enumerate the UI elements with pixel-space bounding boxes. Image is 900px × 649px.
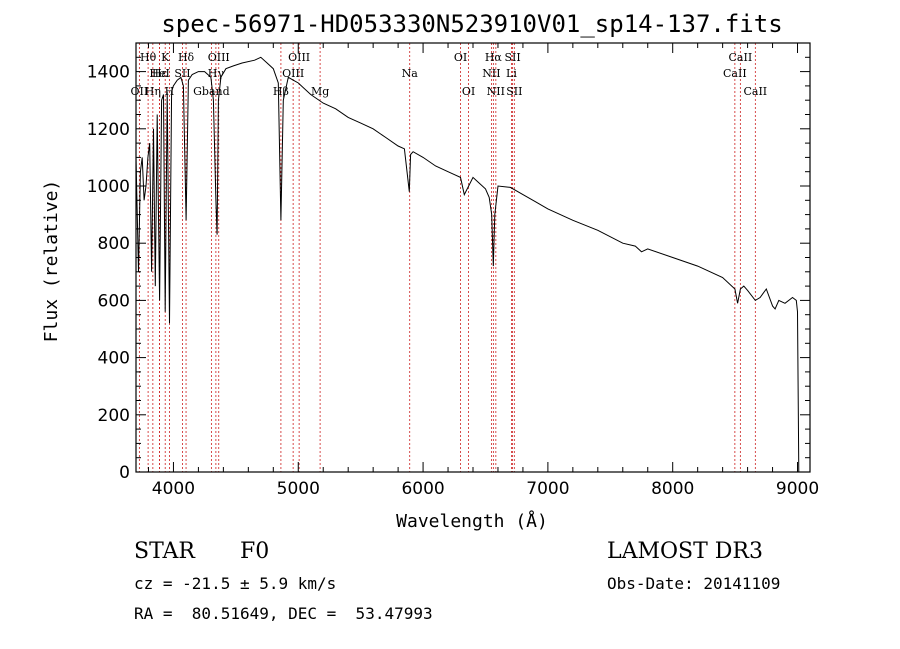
y-tick-label-7: 1400 xyxy=(87,63,130,83)
line-label-10: OIII xyxy=(208,51,230,64)
coordinates: RA = 80.51649, DEC = 53.47993 xyxy=(134,604,433,623)
line-label-16: Na xyxy=(402,67,419,80)
line-label-21: NII xyxy=(482,67,500,80)
x-tick-label-4: 8000 xyxy=(651,479,694,499)
y-axis: 0 200 400 600 800 1000 1200 1400 xyxy=(87,56,810,483)
line-label-27: CaII xyxy=(743,85,767,98)
line-label-8: SII xyxy=(174,67,190,80)
survey-name: LAMOST DR3 xyxy=(607,539,763,564)
line-label-25: CaII xyxy=(729,51,753,64)
line-label-17: OI xyxy=(454,51,467,64)
y-tick-label-0: 0 xyxy=(119,463,130,483)
line-label-4: HeI xyxy=(149,67,169,80)
y-tick-label-6: 1200 xyxy=(87,120,130,140)
y-axis-label: Flux (relative) xyxy=(41,180,62,343)
object-class: STAR xyxy=(134,539,195,564)
line-label-23: NII xyxy=(487,85,505,98)
line-label-15: Mg xyxy=(311,85,329,98)
y-tick-label-2: 400 xyxy=(98,349,130,369)
y-tick-label-5: 1000 xyxy=(87,177,130,197)
x-tick-label-1: 5000 xyxy=(277,479,320,499)
line-label-22: Li xyxy=(506,67,517,80)
x-tick-label-0: 4000 xyxy=(152,479,195,499)
spectral-line-markers xyxy=(138,43,756,472)
x-tick-label-3: 7000 xyxy=(526,479,569,499)
chart-title: spec-56971-HD053330N523910V01_sp14-137.f… xyxy=(161,10,782,38)
line-label-9: Gband xyxy=(193,85,230,98)
x-axis-label: Wavelength (Å) xyxy=(396,510,548,532)
line-label-2: Hη xyxy=(145,85,161,98)
line-label-19: Hα xyxy=(485,51,503,64)
x-tick-label-2: 6000 xyxy=(401,479,444,499)
y-tick-label-3: 600 xyxy=(98,291,130,311)
x-tick-label-5: 9000 xyxy=(776,479,819,499)
line-label-20: SII xyxy=(504,51,520,64)
line-label-6: H xyxy=(165,85,175,98)
y-tick-label-4: 800 xyxy=(98,234,130,254)
line-label-0: Hθ xyxy=(140,51,157,64)
line-label-12: OIII xyxy=(288,51,310,64)
line-label-18: OI xyxy=(462,85,475,98)
line-label-5: K xyxy=(161,51,170,64)
line-label-1: OII xyxy=(131,85,149,98)
x-axis: 4000 5000 6000 7000 8000 9000 xyxy=(147,43,819,499)
line-label-3: Hε xyxy=(152,67,168,80)
line-label-7: Hδ xyxy=(178,51,195,64)
line-label-26: CaII xyxy=(723,67,747,80)
plot-frame xyxy=(135,42,811,473)
spectral-line-labels: HθOIIHηHεHeIKHHδSIIGbandOIIIHγOIIIOIIIHβ… xyxy=(131,51,768,98)
spectrum-line xyxy=(135,56,800,473)
line-label-11: Hγ xyxy=(208,67,225,80)
line-label-13: OIII xyxy=(282,67,304,80)
y-tick-label-1: 200 xyxy=(98,406,130,426)
observation-date: Obs-Date: 20141109 xyxy=(607,574,781,593)
line-label-24: SII xyxy=(506,85,522,98)
redshift-velocity: cz = -21.5 ± 5.9 km/s xyxy=(134,574,337,593)
object-subclass: F0 xyxy=(240,539,270,564)
